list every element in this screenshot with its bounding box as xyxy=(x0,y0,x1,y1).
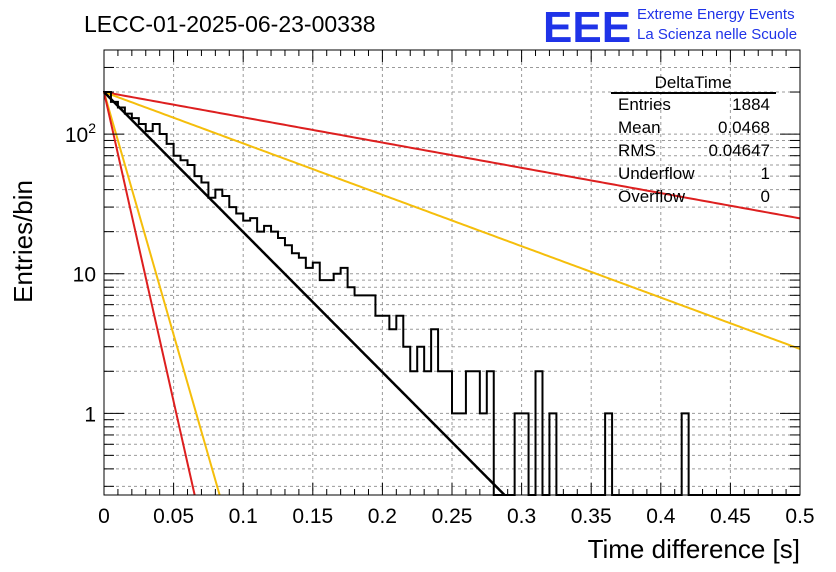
reference-curve-1 xyxy=(103,91,801,220)
x-tick-label: 0.2 xyxy=(368,505,397,528)
eee-logo: EEE xyxy=(543,3,631,52)
stats-overflow-value: 0 xyxy=(761,187,770,206)
stats-mean-label: Mean xyxy=(618,118,661,137)
tick-labels: 0 0.05 0.1 0.15 0.2 0.25 0.3 0.35 0.4 0.45 0.51101… xyxy=(65,120,815,528)
stats-entries-value: 1884 xyxy=(732,95,770,114)
fit-curve xyxy=(103,91,506,496)
x-tick-label: 0.15 xyxy=(292,505,333,528)
logo-subtitle-line1: Extreme Energy Events xyxy=(637,6,795,23)
axis-ticks xyxy=(103,50,801,495)
x-axis-title: Time difference [s] xyxy=(588,534,800,564)
reference-curve-4 xyxy=(103,91,196,496)
reference-curve-3 xyxy=(103,91,221,496)
y-tick-label: 1 xyxy=(84,403,96,426)
y-tick-label: 102 xyxy=(65,120,96,147)
stats-entries-label: Entries xyxy=(618,95,671,114)
stats-title: DeltaTime xyxy=(655,73,732,92)
stats-underflow-label: Underflow xyxy=(618,164,695,183)
x-tick-label: 0.25 xyxy=(432,505,473,528)
x-tick-label: 0.4 xyxy=(646,505,676,528)
stats-box: DeltaTime Entries 1884 Mean 0.0468 RMS 0… xyxy=(611,73,776,206)
reference-curve-2 xyxy=(103,91,801,350)
x-tick-label: 0 xyxy=(98,505,110,528)
stats-mean-value: 0.0468 xyxy=(718,118,770,137)
x-tick-label: 0.45 xyxy=(710,505,751,528)
logo-subtitle-line2: La Scienza nelle Scuole xyxy=(637,26,797,43)
chart-title: LECC-01-2025-06-23-00338 xyxy=(84,11,376,37)
y-axis-title: Entries/bin xyxy=(8,180,38,303)
x-tick-label: 0.3 xyxy=(507,505,536,528)
stats-underflow-value: 1 xyxy=(761,164,770,183)
stats-rms-value: 0.04647 xyxy=(709,141,770,160)
stats-rms-label: RMS xyxy=(618,141,656,160)
plot-frame xyxy=(103,49,801,496)
stats-overflow-label: Overflow xyxy=(618,187,686,206)
exponential-fit-line xyxy=(103,91,506,496)
x-tick-label: 0.5 xyxy=(785,505,814,528)
y-tick-label: 10 xyxy=(73,264,96,287)
x-tick-label: 0.35 xyxy=(571,505,612,528)
x-tick-label: 0.05 xyxy=(153,505,194,528)
x-tick-label: 0.1 xyxy=(229,505,258,528)
reference-curves xyxy=(103,91,801,496)
